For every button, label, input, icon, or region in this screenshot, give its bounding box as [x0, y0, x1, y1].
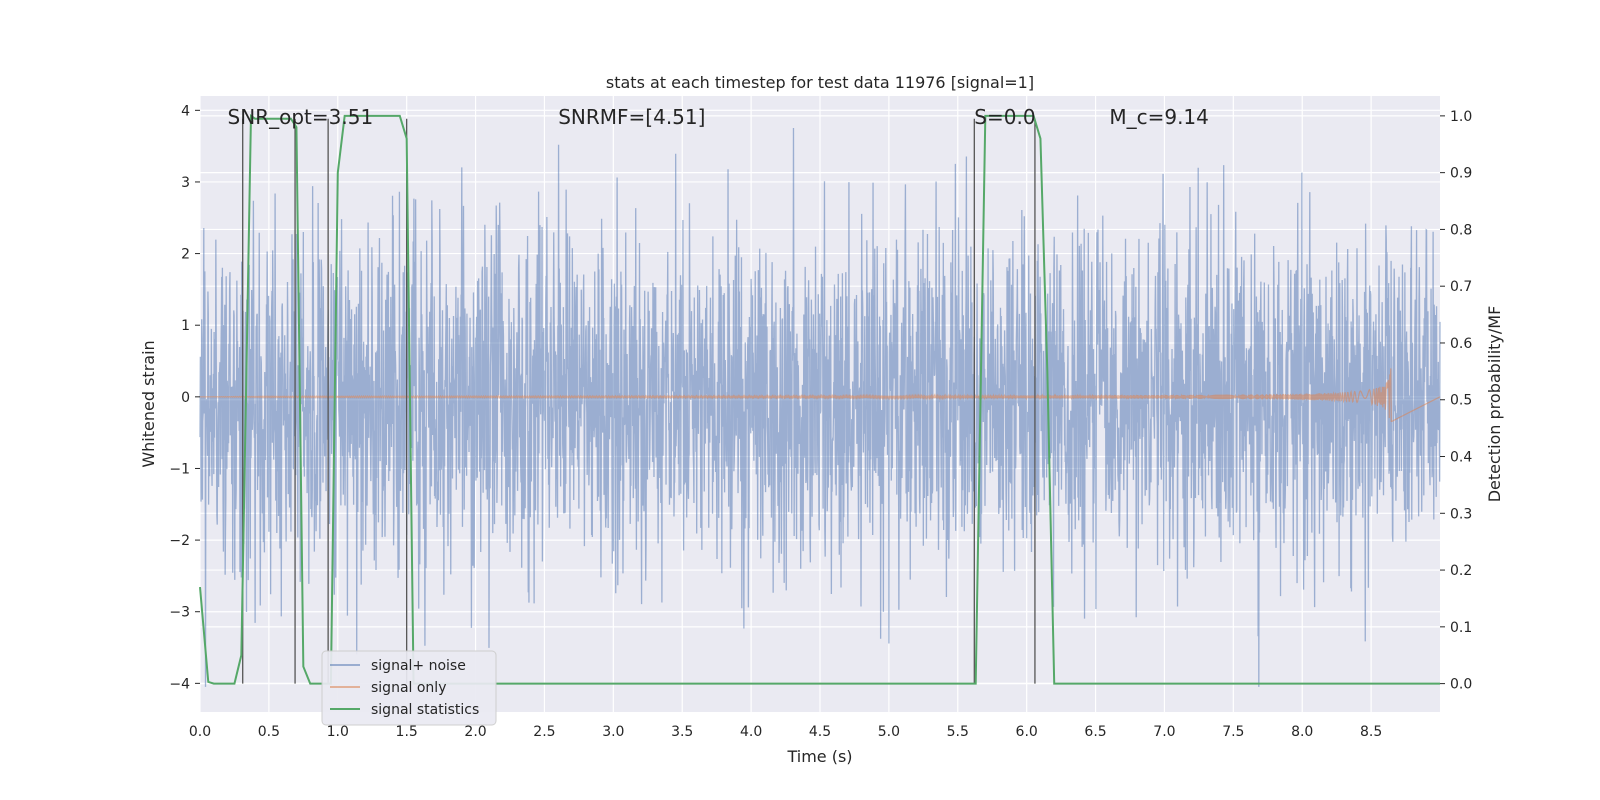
y2-tick-label: 1.0 [1450, 109, 1472, 125]
x-tick-label: 8.0 [1291, 724, 1313, 740]
y-tick-label: 1 [181, 318, 190, 334]
y2-tick-label: 0.8 [1450, 222, 1472, 238]
y-tick-label: −4 [169, 676, 190, 692]
annotation: S=0.0 [974, 105, 1035, 129]
y2-tick-label: 0.1 [1450, 620, 1472, 636]
x-tick-label: 8.5 [1360, 724, 1382, 740]
annotation: SNRMF=[4.51] [558, 105, 705, 129]
x-tick-label: 7.0 [1153, 724, 1175, 740]
chart-title: stats at each timestep for test data 119… [606, 73, 1034, 92]
annotation: SNR_opt=3.51 [228, 105, 374, 129]
x-tick-label: 5.5 [947, 724, 969, 740]
y2-tick-label: 0.9 [1450, 166, 1472, 182]
annotation: M_c=9.14 [1109, 105, 1209, 129]
y-tick-label: 4 [181, 103, 190, 119]
legend: signal+ noise signal only signal statist… [321, 650, 497, 726]
legend-label-signal-only: signal only [371, 680, 446, 696]
x-tick-label: 4.5 [809, 724, 831, 740]
x-axis-label: Time (s) [786, 747, 852, 766]
y-tick-label: 2 [181, 247, 190, 263]
x-tick-label: 0.0 [189, 724, 211, 740]
series-signal-statistics [199, 113, 1440, 685]
y2-tick-label: 0.0 [1450, 677, 1472, 693]
x-tick-label: 1.0 [327, 724, 349, 740]
y-tick-label: −3 [169, 605, 190, 621]
x-tick-label: 2.5 [533, 724, 555, 740]
y2-tick-label: 0.4 [1450, 450, 1472, 466]
signal-only-line [199, 368, 1441, 422]
x-tick-label: 7.5 [1222, 724, 1244, 740]
y2-tick-label: 0.6 [1450, 336, 1472, 352]
x-tick-label: 2.0 [464, 724, 486, 740]
x-tick-label: 3.0 [602, 724, 624, 740]
y-tick-label: −1 [169, 461, 190, 477]
y-tick-label: 3 [181, 175, 190, 191]
y2-tick-label: 0.7 [1450, 279, 1472, 295]
legend-label-signal-noise: signal+ noise [371, 658, 466, 674]
signal-statistics-line [199, 113, 1440, 685]
x-tick-label: 6.0 [1016, 724, 1038, 740]
y-axis-label: Whitened strain [139, 340, 158, 467]
y2-tick-label: 0.3 [1450, 506, 1472, 522]
y2-tick-label: 0.2 [1450, 563, 1472, 579]
series-signal-only [199, 368, 1441, 422]
y2-tick-label: 0.5 [1450, 393, 1472, 409]
x-tick-label: 4.0 [740, 724, 762, 740]
x-tick-label: 5.0 [878, 724, 900, 740]
x-tick-label: 0.5 [258, 724, 280, 740]
y2-axis-label: Detection probability/MF [1485, 306, 1504, 503]
x-tick-label: 1.5 [396, 724, 418, 740]
legend-label-signal-statistics: signal statistics [371, 702, 479, 718]
x-tick-label: 6.5 [1084, 724, 1106, 740]
legend-box [321, 650, 497, 726]
y-tick-label: 0 [181, 390, 190, 406]
vertical-markers [242, 118, 1036, 684]
y-tick-label: −2 [169, 533, 190, 549]
annotations: SNR_opt=3.51 SNRMF=[4.51] S=0.0 M_c=9.14 [228, 105, 1209, 129]
tick-labels: 0.0 0.5 1.0 1.5 2.0 2.5 3.0 3.5 4.0 4.5 5.0 5.5 6.0 6… [169, 103, 1472, 740]
x-tick-label: 3.5 [671, 724, 693, 740]
